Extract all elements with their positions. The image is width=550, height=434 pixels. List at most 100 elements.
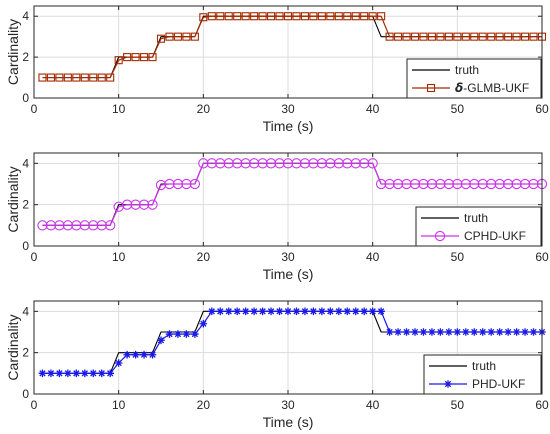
legend: truth PHD-UKF [423, 354, 542, 395]
data-point [241, 307, 250, 316]
data-point [486, 178, 497, 190]
data-point [55, 73, 64, 82]
data-point [233, 307, 241, 316]
x-axis-label: Time (s) [263, 414, 314, 430]
data-point [140, 53, 149, 62]
legend-label: CPHD-UKF [464, 229, 526, 243]
y-tick-label: 4 [22, 9, 29, 23]
data-point [182, 330, 191, 338]
x-tick-label: 40 [366, 398, 380, 412]
legend-name: CPHD-UKF [464, 229, 526, 243]
data-point [470, 328, 479, 336]
data-point [206, 158, 217, 169]
data-point [445, 328, 453, 336]
chart-panel-1: 0 10 20 30 40 50 60 0 2 4 Time (s) Cardinality truth… [5, 5, 549, 134]
data-point [335, 307, 343, 316]
x-axis-label: Time (s) [263, 118, 314, 134]
data-point [81, 369, 89, 378]
x-tick-label: 40 [366, 102, 380, 116]
data-point [46, 73, 55, 82]
data-point [334, 12, 343, 21]
data-point [351, 307, 360, 316]
data-point [106, 73, 115, 82]
data-point [528, 178, 539, 190]
data-point [502, 178, 514, 190]
data-point [435, 178, 446, 190]
legend-name: truth [464, 211, 488, 225]
x-tick-label: 10 [112, 398, 126, 412]
data-point [130, 199, 141, 210]
data-point [37, 220, 48, 231]
data-point [478, 32, 487, 41]
legend-marker [444, 380, 452, 388]
data-point [275, 307, 284, 316]
data-point [402, 328, 411, 336]
data-point [512, 32, 521, 41]
data-point [377, 12, 386, 21]
data-point [191, 330, 199, 338]
y-tick-label: 4 [22, 304, 29, 318]
data-point [241, 12, 250, 21]
data-point [267, 307, 275, 316]
data-point [45, 220, 57, 231]
data-point [190, 32, 199, 41]
data-point [316, 158, 328, 169]
data-point [265, 158, 277, 169]
data-point [71, 220, 82, 231]
data-point [326, 307, 335, 316]
data-point [419, 32, 428, 41]
data-point [385, 328, 394, 336]
y-tick-label: 0 [22, 239, 29, 253]
data-point [138, 199, 150, 210]
data-point [368, 307, 377, 316]
data-point [114, 359, 123, 367]
data-point [199, 319, 208, 328]
data-point [250, 307, 258, 316]
data-point [494, 178, 505, 190]
data-point [96, 220, 107, 231]
data-point [147, 199, 158, 210]
data-point [199, 13, 208, 22]
data-point [216, 12, 225, 21]
legend-name: PHD-UKF [472, 377, 525, 391]
data-point [453, 328, 462, 336]
data-point [309, 307, 318, 316]
data-point [173, 32, 182, 41]
data-point [326, 12, 335, 21]
x-tick-label: 30 [281, 102, 295, 116]
data-point [47, 369, 55, 378]
data-point [444, 32, 453, 41]
x-tick-label: 10 [112, 102, 126, 116]
x-tick-label: 60 [535, 250, 549, 264]
legend-label: truth [464, 211, 488, 225]
data-point [284, 307, 292, 316]
data-point [333, 158, 344, 169]
data-point [172, 178, 184, 190]
data-point [250, 12, 259, 21]
data-point [360, 307, 368, 316]
data-point [426, 178, 438, 190]
data-point [521, 328, 529, 336]
data-point [224, 12, 233, 21]
data-point [62, 220, 74, 231]
x-tick-label: 0 [31, 250, 38, 264]
x-tick-label: 20 [197, 398, 211, 412]
data-point [224, 307, 233, 316]
data-point [123, 350, 131, 359]
y-tick-label: 2 [22, 346, 29, 360]
data-point [258, 307, 267, 316]
legend-symbol: δ [455, 81, 463, 95]
data-point [216, 307, 225, 316]
data-point [453, 32, 462, 41]
data-point [140, 350, 148, 359]
data-point [419, 328, 428, 336]
legend-name: truth [455, 63, 479, 77]
data-point [529, 328, 538, 336]
data-point [418, 178, 429, 190]
data-point [208, 307, 216, 316]
data-point [394, 32, 403, 41]
x-tick-label: 20 [197, 250, 211, 264]
data-point [38, 369, 47, 378]
y-tick-label: 2 [22, 50, 29, 64]
data-point [478, 328, 487, 336]
